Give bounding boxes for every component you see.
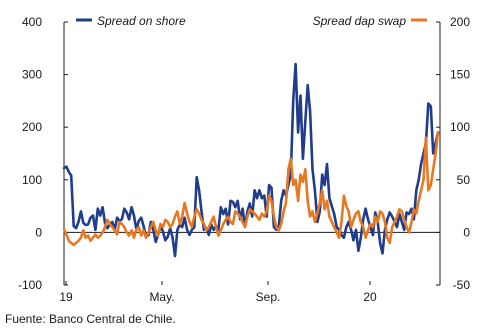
y-left-tick-label: 0 — [35, 225, 42, 239]
legend-label-on-shore: Spread on shore — [97, 14, 186, 28]
y-left-tick-label: 100 — [22, 173, 42, 187]
y-right-tick-label: 50 — [457, 173, 471, 187]
y-right-tick-label: 150 — [450, 68, 470, 82]
y-right-tick-label: 200 — [450, 15, 470, 29]
x-tick-label: 19 — [59, 290, 73, 304]
source-note: Fuente: Banco Central de Chile. — [5, 312, 176, 326]
y-left-tick-label: 400 — [22, 15, 42, 29]
x-tick-label: May. — [149, 290, 174, 304]
axes-layer: -100 0 100 200 300 400 -50 0 50 100 150 200 19 May. Se… — [18, 15, 470, 304]
x-tick-label: Sep. — [256, 290, 281, 304]
y-right-tick-label: -50 — [453, 278, 471, 292]
y-left-tick-label: -100 — [18, 278, 42, 292]
series-line-dap-swap — [62, 131, 440, 247]
series-layer — [62, 62, 440, 258]
y-right-tick-label: 100 — [450, 120, 470, 134]
line-chart: -100 0 100 200 300 400 -50 0 50 100 150 200 19 May. Se… — [18, 14, 470, 304]
legend-label-dap-swap: Spread dap swap — [313, 14, 407, 28]
y-right-tick-label: 0 — [463, 225, 470, 239]
legend: Spread on shore Spread dap swap — [76, 14, 427, 28]
series-line-on-shore — [62, 62, 440, 258]
y-left-tick-label: 200 — [22, 120, 42, 134]
x-tick-label: 20 — [363, 290, 377, 304]
y-left-tick-label: 300 — [22, 68, 42, 82]
